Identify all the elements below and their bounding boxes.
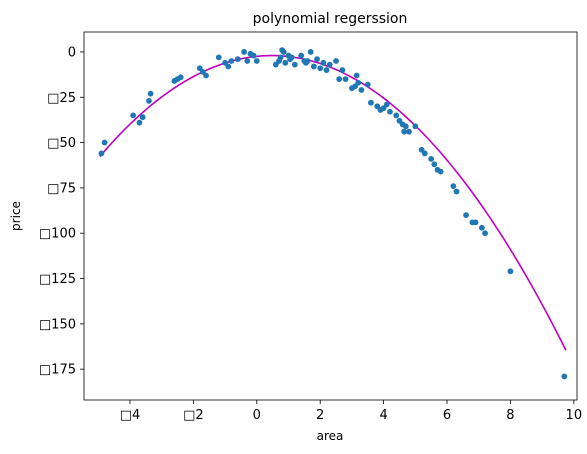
- data-point: [225, 63, 232, 70]
- data-point: [368, 99, 374, 106]
- y-tick-label: □25: [47, 91, 76, 106]
- data-point: [241, 49, 248, 55]
- data-point: [253, 58, 260, 64]
- plot-layer: [98, 47, 568, 380]
- data-point: [421, 150, 428, 157]
- data-point: [136, 119, 143, 126]
- data-point: [333, 58, 339, 64]
- x-axis-label: area: [317, 429, 344, 443]
- x-tick-label: 8: [506, 408, 514, 423]
- data-point: [478, 224, 485, 231]
- data-point: [280, 49, 287, 55]
- data-point: [320, 59, 327, 66]
- data-point: [304, 58, 311, 64]
- data-point: [412, 123, 419, 130]
- data-point: [339, 67, 346, 73]
- data-point: [561, 373, 568, 380]
- data-point: [147, 90, 154, 97]
- data-point: [364, 81, 371, 88]
- data-point: [288, 54, 295, 61]
- data-point: [177, 74, 184, 81]
- plot-frame: [83, 31, 578, 401]
- y-tick-label: □125: [39, 272, 76, 287]
- data-point: [358, 87, 365, 93]
- data-point: [472, 219, 479, 226]
- data-point: [428, 156, 435, 162]
- data-point: [282, 59, 289, 66]
- y-tick-label: □150: [39, 317, 76, 332]
- data-point: [250, 52, 257, 59]
- data-point: [139, 114, 146, 121]
- data-point: [314, 56, 320, 63]
- data-point: [383, 101, 390, 108]
- regression-curve: [99, 54, 567, 351]
- data-point: [450, 183, 457, 189]
- data-point: [406, 128, 412, 135]
- data-point: [234, 56, 241, 63]
- x-tick-label: 10: [566, 408, 583, 423]
- x-tick-label: 4: [379, 408, 387, 423]
- data-point: [336, 76, 343, 83]
- data-point: [291, 61, 298, 68]
- data-point: [277, 54, 284, 61]
- data-point: [482, 230, 488, 237]
- data-point: [401, 128, 408, 135]
- data-point: [342, 76, 349, 83]
- x-tick-label: □2: [183, 408, 204, 423]
- y-tick-label: □175: [39, 363, 76, 378]
- data-point: [355, 79, 362, 86]
- x-tick-label: 0: [253, 408, 261, 423]
- x-tick-label: 2: [316, 408, 324, 423]
- data-point: [307, 49, 314, 55]
- data-point: [393, 112, 400, 119]
- data-point: [323, 67, 330, 73]
- y-tick-label: 0: [68, 45, 76, 60]
- data-point: [387, 108, 393, 115]
- data-point: [98, 150, 105, 157]
- data-point: [244, 58, 251, 64]
- data-point: [353, 72, 360, 79]
- data-point: [228, 58, 235, 64]
- data-point: [463, 212, 469, 218]
- chart-title: polynomial regerssion: [253, 11, 408, 27]
- data-point: [310, 63, 317, 70]
- data-point: [317, 65, 324, 72]
- data-point: [146, 97, 152, 104]
- y-axis-label: price: [9, 201, 23, 231]
- x-tick-label: 6: [443, 408, 451, 423]
- data-point: [402, 123, 409, 130]
- y-tick-label: □50: [47, 136, 76, 151]
- data-point: [507, 268, 514, 275]
- y-tick-label: □75: [47, 181, 76, 196]
- x-axis: □4 □2 0 2 4 6 8 10: [120, 400, 582, 423]
- x-tick-label: □4: [120, 408, 141, 423]
- y-tick-label: □100: [39, 227, 76, 242]
- data-point: [130, 112, 137, 119]
- data-point: [101, 139, 108, 146]
- data-point: [326, 61, 333, 68]
- data-point: [431, 161, 438, 168]
- data-point: [453, 188, 460, 195]
- data-point: [203, 72, 209, 79]
- data-point: [437, 168, 444, 175]
- data-point: [215, 54, 222, 61]
- data-point: [298, 52, 305, 59]
- y-axis: 0 □25 □50 □75 □100 □125 □150 □175: [39, 45, 84, 378]
